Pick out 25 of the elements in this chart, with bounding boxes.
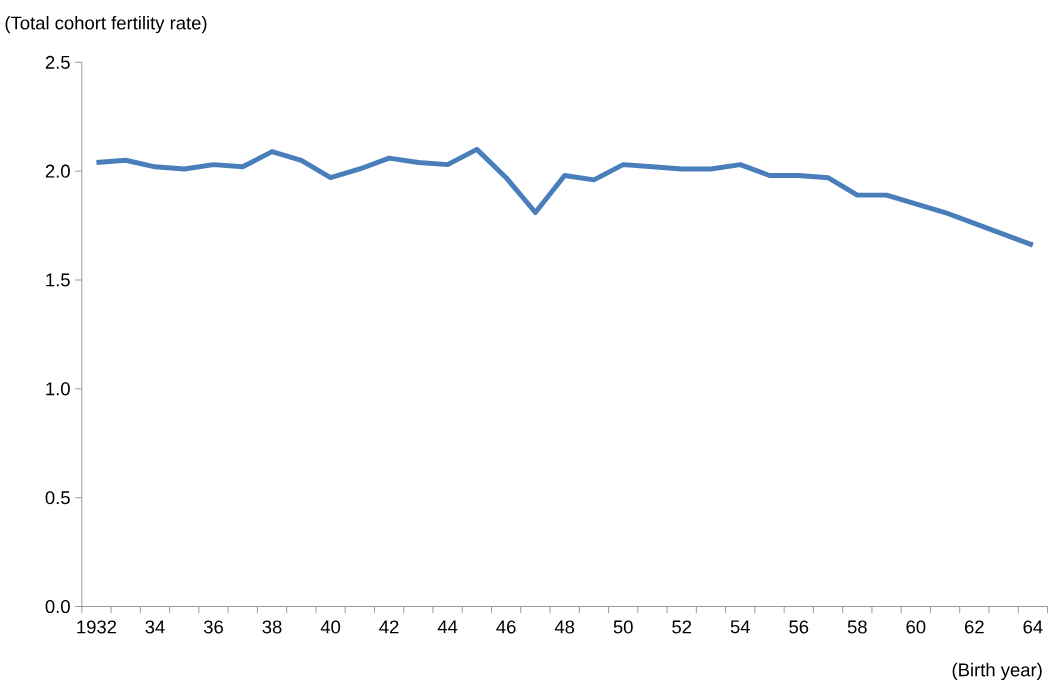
x-tick-label: 62 (965, 620, 984, 634)
y-axis-title: (Total cohort fertility rate) (5, 15, 207, 33)
x-tick-label: 58 (847, 620, 867, 634)
x-tick-label: 52 (672, 620, 692, 634)
x-tick-label: 46 (496, 620, 516, 634)
x-tick-label: 44 (437, 620, 458, 633)
x-tick-label: 50 (613, 620, 633, 634)
y-tick-label: 0.0 (45, 599, 70, 613)
y-tick-label: 1.5 (46, 273, 70, 287)
x-tick-label: 54 (730, 620, 750, 634)
x-tick-label: 42 (379, 620, 399, 634)
x-tick-label: 60 (906, 620, 926, 634)
y-tick-label: 0.5 (45, 490, 70, 504)
y-tick-label: 2.0 (45, 164, 70, 178)
x-tick-label: 40 (320, 620, 341, 634)
x-tick-label: 1932 (77, 620, 117, 634)
y-tick-label: 1.0 (46, 382, 70, 396)
x-tick-label: 36 (203, 620, 223, 634)
x-tick-label: 48 (554, 620, 575, 634)
x-tick-label: 34 (145, 620, 165, 634)
x-tick-label: 38 (262, 620, 282, 634)
x-tick-label: 64 (1023, 620, 1043, 634)
y-tick-label: 2.5 (45, 55, 70, 69)
x-tick-label: 56 (789, 620, 809, 634)
x-axis-title: (Birth year) (952, 662, 1042, 680)
